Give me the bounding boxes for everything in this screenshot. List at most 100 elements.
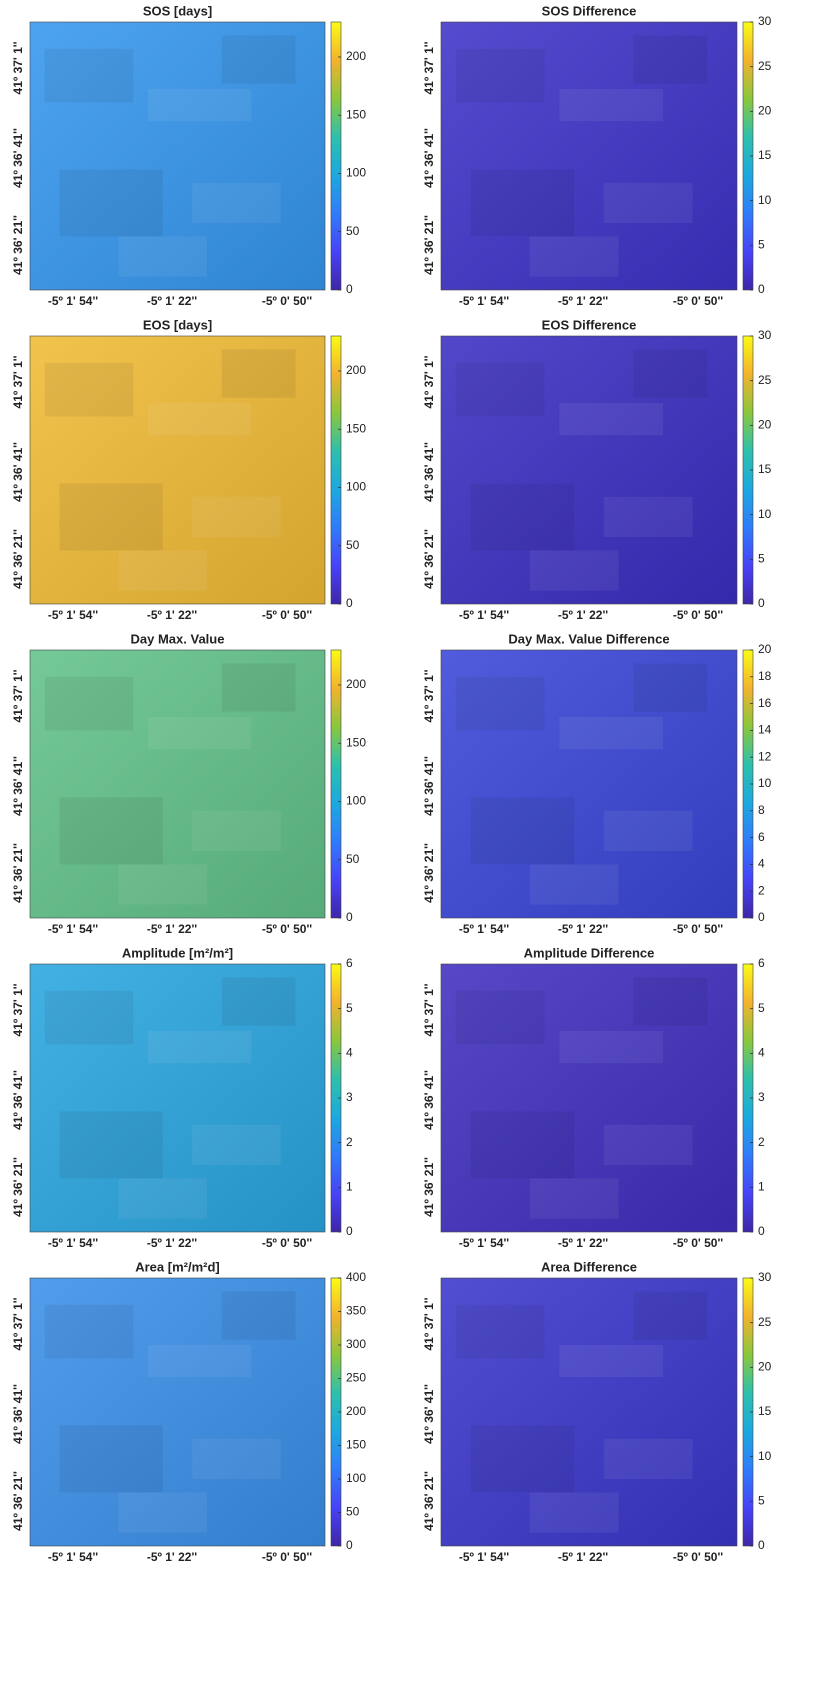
colorbar-tick-label: 5 — [758, 238, 765, 252]
colorbar-tick-label: 20 — [758, 1360, 772, 1374]
y-tick-label: 41º 36' 21'' — [11, 843, 25, 903]
colorbar-tick-label: 6 — [346, 956, 353, 970]
colorbar-tick-label: 350 — [346, 1304, 366, 1318]
map-shade — [441, 964, 737, 1232]
panel: Amplitude Difference -5º 1' 54'' -5º 1' 22… — [422, 945, 765, 1250]
x-tick-label: -5º 1' 22'' — [147, 608, 197, 622]
y-tick-label: 41º 37' 1'' — [11, 983, 25, 1036]
colorbar — [330, 21, 342, 291]
map-frame — [29, 963, 326, 1233]
map-frame — [29, 335, 326, 605]
x-tick-label: -5º 1' 54'' — [459, 1236, 509, 1250]
colorbar-tick-label: 8 — [758, 803, 765, 817]
colorbar-tick-label: 0 — [346, 596, 353, 610]
x-tick-label: -5º 1' 54'' — [48, 294, 98, 308]
colorbar-tick-label: 20 — [758, 642, 772, 656]
colorbar-tick-label: 5 — [346, 1001, 353, 1015]
x-tick-label: -5º 1' 54'' — [459, 922, 509, 936]
y-tick-label: 41º 36' 41'' — [11, 1384, 25, 1444]
panel: Amplitude [m²/m²] -5º 1' 54'' -5º 1' 22'' -… — [11, 945, 353, 1250]
colorbar-tick-label: 10 — [758, 1449, 772, 1463]
y-tick-label: 41º 36' 21'' — [11, 1471, 25, 1531]
colorbar-tick-label: 3 — [346, 1090, 353, 1104]
map-frame — [29, 21, 326, 291]
colorbar-tick-label: 30 — [758, 328, 772, 342]
panel-title: Day Max. Value — [131, 631, 225, 646]
colorbar-tick-label: 25 — [758, 373, 772, 387]
y-tick-label: 41º 37' 1'' — [11, 669, 25, 722]
y-tick-label: 41º 36' 21'' — [422, 843, 436, 903]
panel: EOS Difference -5º 1' 54'' -5º 1' 22'' -5º … — [422, 317, 772, 622]
colorbar-tick-label: 5 — [758, 1494, 765, 1508]
y-tick-label: 41º 37' 1'' — [11, 1297, 25, 1350]
x-tick-label: -5º 1' 54'' — [459, 294, 509, 308]
colorbar-tick-label: 15 — [758, 1404, 772, 1418]
y-tick-label: 41º 36' 21'' — [11, 529, 25, 589]
colorbar-tick-label: 0 — [758, 282, 765, 296]
x-tick-label: -5º 1' 54'' — [48, 1236, 98, 1250]
colorbar-tick-label: 300 — [346, 1337, 366, 1351]
panel: Day Max. Value Difference -5º 1' 54'' -5º … — [422, 631, 772, 936]
y-tick-label: 41º 36' 21'' — [11, 215, 25, 275]
colorbar-tick-label: 30 — [758, 14, 772, 28]
colorbar-tick-label: 4 — [346, 1046, 353, 1060]
colorbar-tick-label: 50 — [346, 224, 360, 238]
y-tick-label: 41º 36' 41'' — [11, 756, 25, 816]
y-tick-label: 41º 36' 21'' — [422, 529, 436, 589]
colorbar-tick-label: 50 — [346, 538, 360, 552]
y-tick-label: 41º 36' 41'' — [422, 1384, 436, 1444]
x-tick-label: -5º 1' 22'' — [147, 922, 197, 936]
panel: EOS [days] -5º 1' 54'' -5º 1' 22'' -5º 0' 5… — [11, 317, 366, 622]
colorbar-tick-label: 20 — [758, 104, 772, 118]
y-tick-label: 41º 36' 21'' — [11, 1157, 25, 1217]
x-tick-label: -5º 0' 50'' — [262, 1550, 312, 1564]
x-tick-label: -5º 1' 54'' — [459, 608, 509, 622]
colorbar-tick-label: 2 — [346, 1135, 353, 1149]
x-tick-label: -5º 1' 54'' — [48, 1550, 98, 1564]
colorbar-tick-label: 16 — [758, 696, 772, 710]
colorbar-tick-label: 5 — [758, 552, 765, 566]
colorbar-tick-label: 10 — [758, 193, 772, 207]
map-frame — [440, 335, 738, 605]
map-shade — [30, 336, 325, 604]
colorbar-tick-label: 5 — [758, 1001, 765, 1015]
y-tick-label: 41º 36' 41'' — [422, 128, 436, 188]
colorbar-tick-label: 10 — [758, 776, 772, 790]
x-tick-label: -5º 0' 50'' — [673, 1236, 723, 1250]
map-shade — [30, 1278, 325, 1546]
colorbar-tick-label: 0 — [758, 1538, 765, 1552]
colorbar-tick-label: 200 — [346, 49, 366, 63]
x-tick-label: -5º 1' 22'' — [558, 294, 608, 308]
y-tick-label: 41º 37' 1'' — [11, 41, 25, 94]
panel-title: SOS [days] — [143, 3, 212, 18]
x-tick-label: -5º 1' 54'' — [459, 1550, 509, 1564]
panel-title: EOS Difference — [542, 317, 637, 332]
y-tick-label: 41º 36' 41'' — [11, 128, 25, 188]
panel-title: SOS Difference — [542, 3, 637, 18]
map-shade — [30, 22, 325, 290]
colorbar-tick-label: 100 — [346, 480, 366, 494]
y-tick-label: 41º 37' 1'' — [422, 41, 436, 94]
colorbar-tick-label: 12 — [758, 749, 772, 763]
colorbar-tick-label: 100 — [346, 166, 366, 180]
x-tick-label: -5º 1' 22'' — [558, 1236, 608, 1250]
x-tick-label: -5º 1' 54'' — [48, 608, 98, 622]
map-shade — [30, 964, 325, 1232]
colorbar — [330, 649, 342, 919]
colorbar-tick-label: 250 — [346, 1371, 366, 1385]
y-tick-label: 41º 37' 1'' — [422, 983, 436, 1036]
x-tick-label: -5º 1' 22'' — [147, 1236, 197, 1250]
y-tick-label: 41º 36' 21'' — [422, 1471, 436, 1531]
colorbar-tick-label: 18 — [758, 669, 772, 683]
colorbar-tick-label: 0 — [758, 1224, 765, 1238]
x-tick-label: -5º 1' 22'' — [558, 1550, 608, 1564]
x-tick-label: -5º 0' 50'' — [673, 608, 723, 622]
panel: SOS [days] -5º 1' 54'' -5º 1' 22'' -5º 0' 5… — [11, 3, 366, 308]
panel-title: Area Difference — [541, 1259, 637, 1274]
x-tick-label: -5º 1' 22'' — [558, 922, 608, 936]
panel-title: Amplitude Difference — [524, 945, 655, 960]
y-tick-label: 41º 36' 41'' — [422, 756, 436, 816]
map-frame — [440, 1277, 738, 1547]
colorbar-tick-label: 0 — [346, 1538, 353, 1552]
